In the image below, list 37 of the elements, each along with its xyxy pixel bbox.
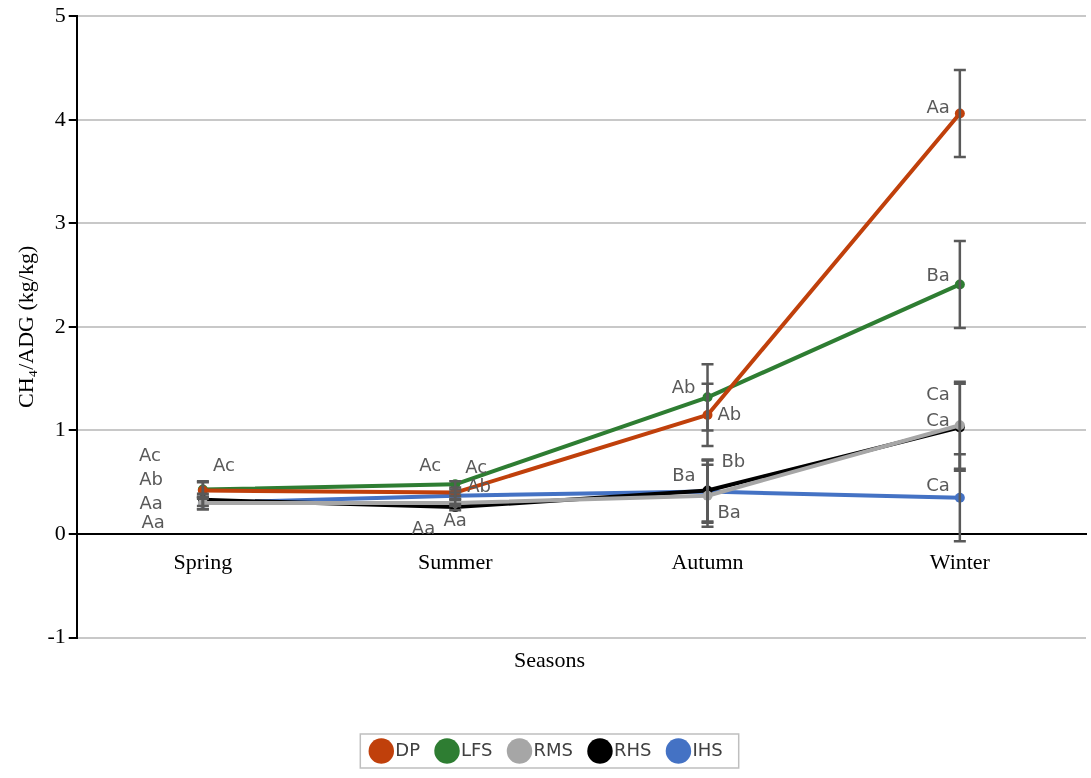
annotation: Ca <box>926 382 950 404</box>
annotation: Ac <box>465 456 488 478</box>
annotation: Aa <box>926 96 950 118</box>
y-tick-label: 4 <box>54 105 66 131</box>
annotation: Ac <box>212 454 235 476</box>
x-tick-label: Autumn <box>671 549 744 575</box>
y-tick-label: 2 <box>54 312 66 338</box>
annotation: Ab <box>139 468 163 490</box>
annotation: Aa <box>443 508 467 530</box>
x-tick-label: Winter <box>929 549 991 575</box>
annotation: Ab <box>717 402 742 424</box>
x-tick-label: Spring <box>173 549 233 575</box>
y-tick-label: 1 <box>54 416 66 442</box>
x-axis-title: Seasons <box>514 646 585 672</box>
x-tick-label: Summer <box>417 549 494 575</box>
y-tick-label: 5 <box>54 1 66 27</box>
y-tick-label: 3 <box>54 209 66 235</box>
annotation: Bb <box>721 450 746 472</box>
annotation: Aa <box>139 491 163 513</box>
annotation: Ac <box>138 444 161 466</box>
legend-label: LFS <box>461 738 493 760</box>
legend-label: DP <box>395 738 421 760</box>
annotation: Ca <box>926 409 950 431</box>
legend-label: RHS <box>613 738 652 760</box>
y-tick-label: -1 <box>47 623 66 649</box>
annotation: Ba <box>717 501 741 523</box>
annotation: Ac <box>419 453 442 475</box>
legend-label: IHS <box>692 738 723 760</box>
legend-label: RMS <box>533 738 573 760</box>
y-tick-label: 0 <box>54 519 66 545</box>
annotation: Ab <box>671 376 696 397</box>
y-axis-title: CH₄/ADG (kg/kg) <box>12 245 38 409</box>
annotation: Ca <box>926 474 950 496</box>
annotation: Ba <box>672 464 696 486</box>
annotation: Ba <box>926 264 950 286</box>
annotation: Aa <box>141 510 165 532</box>
annotation: Aa <box>411 516 436 538</box>
